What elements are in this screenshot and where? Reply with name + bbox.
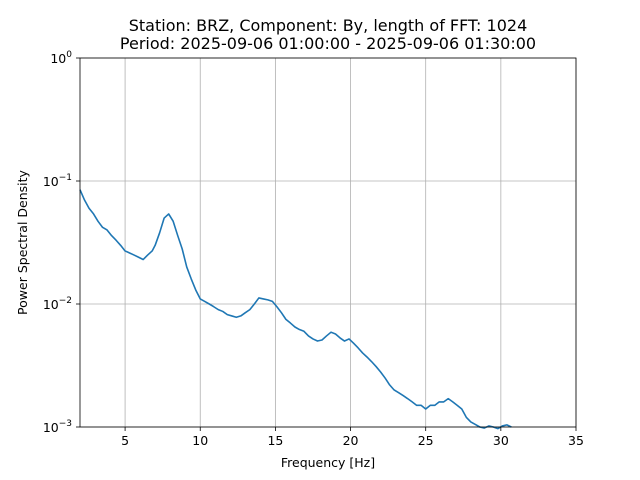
grid-lines [80,57,577,428]
x-tick-label: 25 [418,433,434,448]
y-tick-label: 10−2 [43,296,72,312]
psd-series-line [79,189,512,430]
x-tick-label: 15 [267,433,283,448]
x-tick-label: 10 [192,433,208,448]
x-tick-label: 5 [121,433,129,448]
x-tick-label: 35 [568,433,584,448]
y-tick-base: 10 [43,297,59,312]
y-tick-base: 10 [43,420,59,435]
plot-frame [79,57,577,428]
x-tick-label: 20 [343,433,359,448]
y-tick-exponent: −3 [59,419,72,429]
chart-title-line-1: Station: BRZ, Component: By, length of F… [129,16,528,35]
chart-title-line-2: Period: 2025-09-06 01:00:00 - 2025-09-06… [120,34,536,53]
y-tick-label: 10−1 [43,173,72,189]
y-tick-label: 10−3 [43,419,72,435]
y-axis-label: Power Spectral Density [15,169,30,314]
y-tick-exponent: −2 [59,296,72,306]
series-layer [79,189,512,430]
y-tick-base: 10 [50,51,66,66]
y-tick-label: 100 [50,50,72,66]
y-tick-exponent: −1 [59,173,72,183]
x-axis-label: Frequency [Hz] [281,455,375,470]
y-tick-exponent: 0 [66,50,72,60]
x-tick-label: 30 [493,433,509,448]
x-axis-ticks: 5 10 15 20 25 30 35 [121,427,584,448]
y-tick-base: 10 [43,174,59,189]
